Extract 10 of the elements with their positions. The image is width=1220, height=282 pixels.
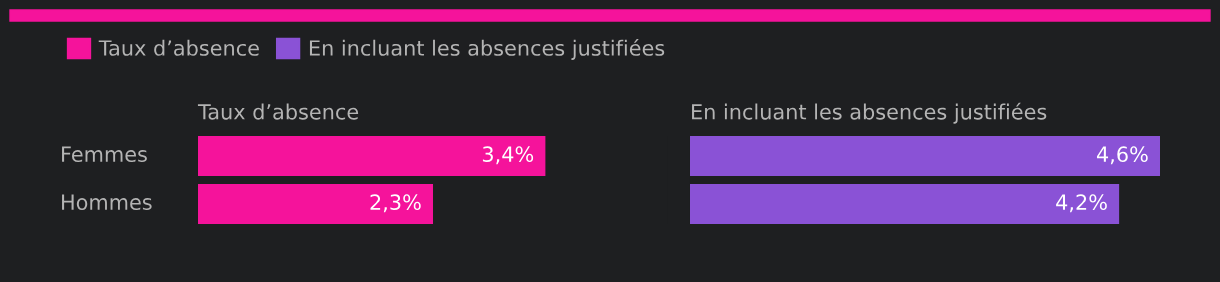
chart-title: Taux d’absence [197, 103, 359, 120]
y-tick-label: Femmes [62, 146, 147, 163]
chart-title: En incluant les absences justifiées [692, 102, 1047, 124]
data-label: 4,6% [1096, 146, 1148, 165]
legend-label: Taux d’absence [98, 39, 259, 56]
data-label: 2,3% [370, 194, 421, 213]
data-label: 3,4% [482, 146, 534, 165]
y-tick-label: Hommes [62, 194, 152, 211]
legend-label: En incluant les absences justifiées [309, 38, 665, 60]
data-label: 4,2% [1056, 194, 1107, 213]
